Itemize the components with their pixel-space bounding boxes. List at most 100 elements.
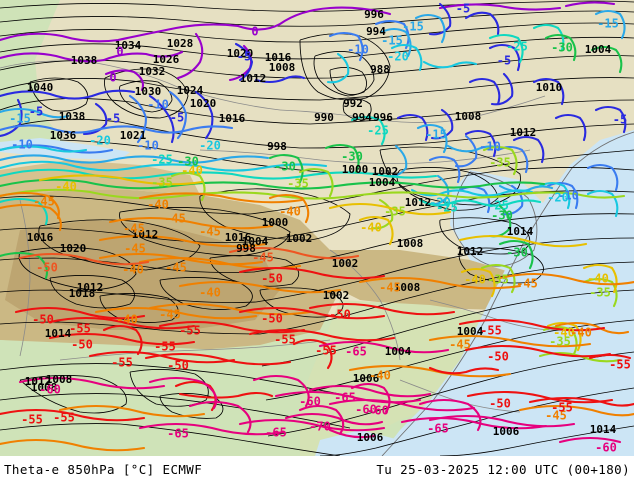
isobar-label: 990: [314, 111, 334, 124]
thetae-label: -10: [137, 139, 159, 153]
thetae-label: -40: [116, 313, 138, 327]
isobar-label: 1038: [59, 110, 86, 123]
thetae-label: -40: [553, 326, 575, 340]
isobar-label: 1030: [135, 85, 162, 98]
thetae-label: -45: [123, 222, 145, 236]
thetae-label: -20: [199, 139, 221, 153]
isobar-label: 1014: [590, 423, 617, 436]
thetae-label: -35: [589, 286, 611, 300]
thetae-label: -35: [287, 177, 309, 191]
thetae-label: -55: [53, 411, 75, 425]
ocean-east-china-sea: [380, 130, 634, 456]
thetae-label: -55: [274, 333, 296, 347]
isobar-label: 1036: [50, 129, 77, 142]
isobar-label: 996: [364, 8, 384, 21]
isobar-label: 988: [370, 63, 390, 76]
border-india: [59, 339, 331, 361]
thetae-label: -45: [199, 225, 221, 239]
thetae-label: -50: [489, 397, 511, 411]
thetae-label: -40: [570, 326, 592, 340]
thetae-label: -5: [170, 111, 184, 125]
isobar-label: 1010: [536, 81, 563, 94]
thetae-label: -15: [597, 17, 619, 31]
thetae-label: -45: [449, 338, 471, 352]
thetae-label: -45: [516, 277, 538, 291]
thetae-minus5-layer: [0, 2, 627, 164]
isobar-label: 1006: [493, 425, 520, 438]
thetae-label: -45: [379, 281, 401, 295]
isobar-label: 1032: [139, 65, 166, 78]
thetae-label: -60: [367, 404, 389, 418]
isobar-label: 1008: [455, 110, 482, 123]
thetae-label: -45: [545, 409, 567, 423]
thetae-label: -40: [199, 286, 221, 300]
isobar-label: 998: [236, 242, 256, 255]
thetae-label: -50: [32, 313, 54, 327]
isobar-label: 1008: [269, 61, 296, 74]
isobar-label: 1006: [353, 372, 380, 385]
thetae-label: -40: [464, 273, 486, 287]
thetae-label: -5: [613, 113, 627, 127]
thetae-label: -15: [425, 128, 447, 142]
thetae-minus10-layer: [0, 19, 619, 216]
thetae-label: -50: [487, 350, 509, 364]
ocean-bay-of-bengal: [390, 425, 510, 456]
isobar-label: 1006: [357, 431, 384, 444]
isobar-label: 1034: [115, 39, 142, 52]
thetae-label: -40: [369, 369, 391, 383]
isobar-label: 1000: [262, 216, 289, 229]
isobar-label: 1012: [457, 245, 484, 258]
isobar-label: 1008: [46, 373, 73, 386]
thetae-label: -20: [89, 134, 111, 148]
thetae-minus60-layer: [18, 374, 622, 444]
thetae-label: -65: [345, 345, 367, 359]
isobar-label: 1004: [385, 345, 412, 358]
thetae-label: -55: [609, 358, 631, 372]
thetae-label: -15: [9, 112, 31, 126]
thetae-label: -50: [261, 272, 283, 286]
thetae-label: -5: [106, 112, 120, 126]
isobar-label: 1016: [265, 51, 292, 64]
thetae-label: -45: [164, 212, 186, 226]
thetae-label: -55: [69, 322, 91, 336]
thetae-label: -45: [124, 242, 146, 256]
thetae-label: -65: [265, 426, 287, 440]
thetae-label: -65: [427, 422, 449, 436]
isobar-label: 1016: [219, 112, 246, 125]
isobar-label: 992: [343, 97, 363, 110]
thetae-label: -65: [334, 391, 356, 405]
thetae-minus65-layer: [138, 340, 548, 436]
isobar-label: 1012: [510, 126, 537, 139]
thetae-label: -30: [491, 209, 513, 223]
thetae-label: -25: [487, 199, 509, 213]
thetae-label: -60: [595, 441, 617, 455]
thetae-label: -40: [360, 221, 382, 235]
thetae-label: -40: [122, 263, 144, 277]
thetae-label: -30: [274, 160, 296, 174]
thetae-label: -60: [299, 395, 321, 409]
isobar-label: 994: [352, 111, 372, 124]
thetae-label: -25: [151, 153, 173, 167]
isobar-label: 1016: [225, 231, 252, 244]
thetae-label: -55: [154, 340, 176, 354]
thetae-label: -40: [147, 198, 169, 212]
thetae-minus15-layer: [0, 9, 626, 206]
isobar-label: 1012: [132, 228, 159, 241]
thetae-label: -40: [55, 180, 77, 194]
thetae-label: -10: [347, 43, 369, 57]
thetae-label: -40: [279, 205, 301, 219]
isobar-label: 1016: [27, 231, 54, 244]
thetae-label: -45: [252, 251, 274, 265]
weather-map-canvas[interactable]: 1038 1034 1026 1032 1028 1040 1038 1030 1024 1020…: [0, 0, 634, 456]
isobar-label: 1000: [342, 163, 369, 176]
thetae-label: -70: [309, 420, 331, 434]
thetae-label: -50: [167, 359, 189, 373]
isobar-label: 1004: [369, 176, 396, 189]
isobar-label: 996: [373, 111, 393, 124]
isobar-label: 1020: [190, 97, 217, 110]
isobar-label: 1038: [71, 54, 98, 67]
thetae-label: -40: [587, 272, 609, 286]
thetae-label: 0: [109, 71, 116, 85]
